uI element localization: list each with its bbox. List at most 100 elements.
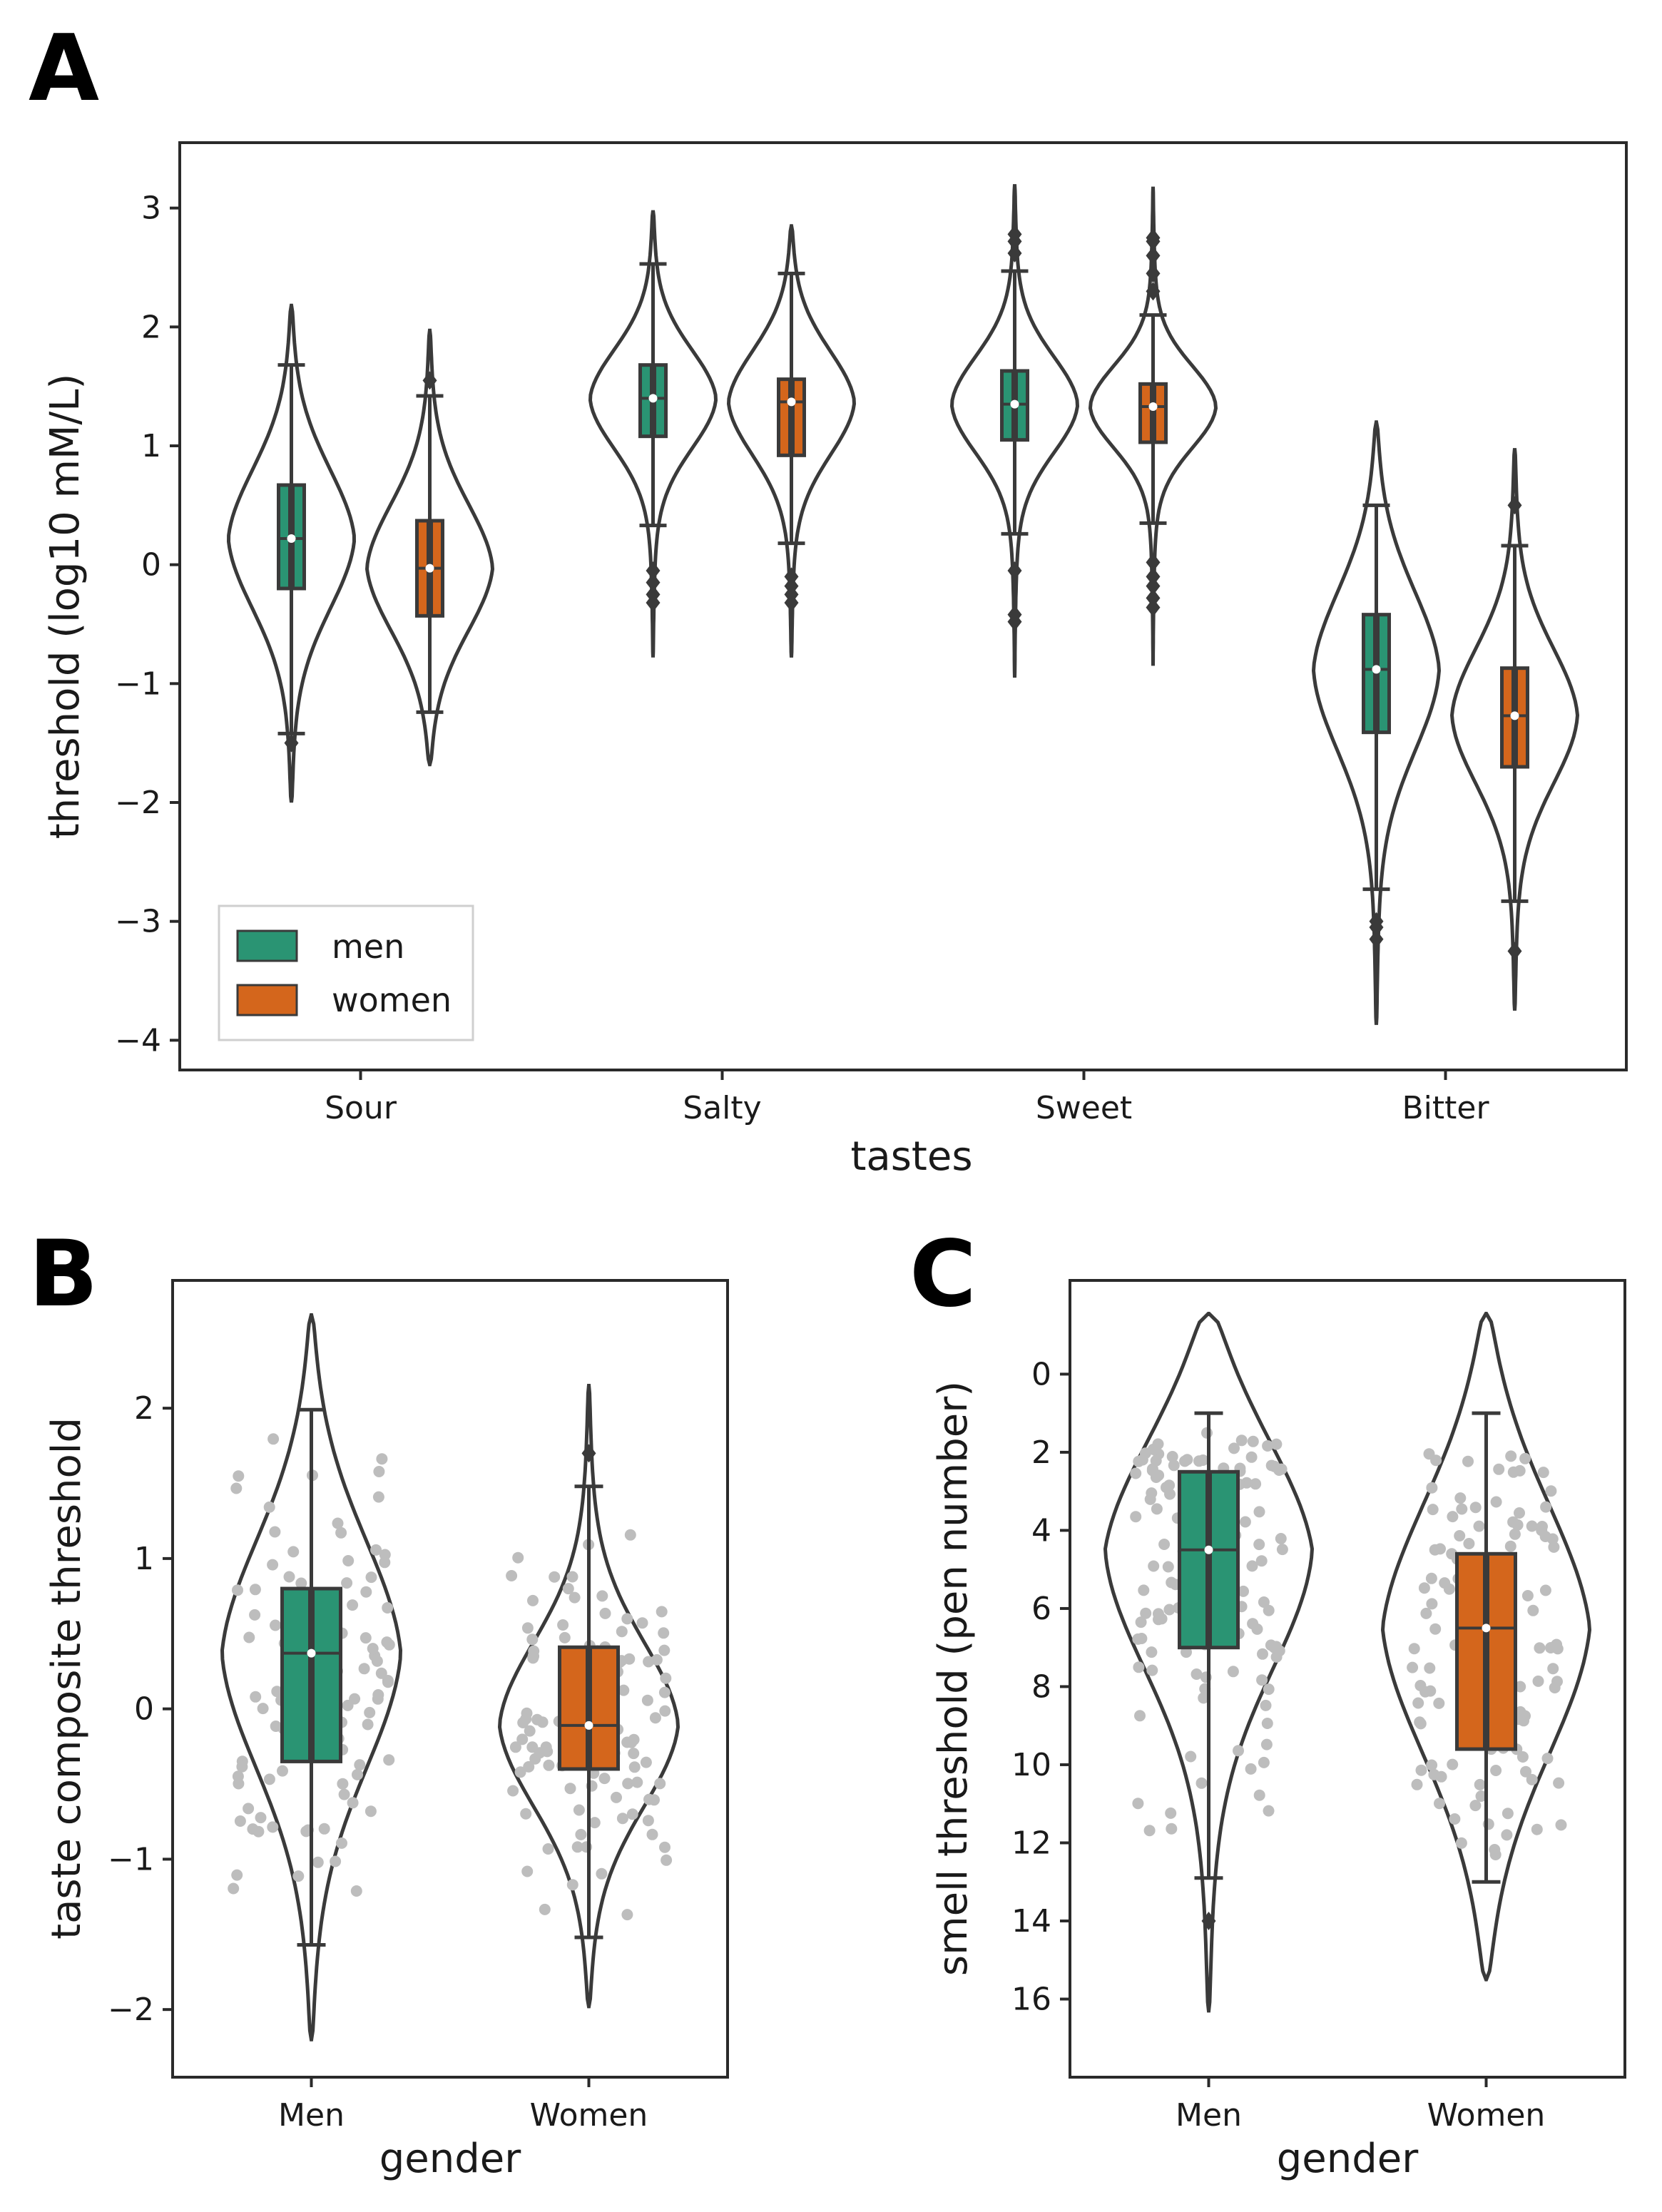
scatter-point bbox=[1148, 1560, 1160, 1572]
scatter-point bbox=[1505, 1450, 1517, 1462]
scatter-point bbox=[358, 1663, 370, 1675]
violin-outline bbox=[220, 1313, 403, 2042]
scatter-point bbox=[621, 1736, 633, 1748]
y-tick-label: −2 bbox=[115, 785, 161, 821]
scatter-point bbox=[1245, 1763, 1257, 1775]
scatter-point bbox=[1555, 1819, 1567, 1831]
axes-frame-b bbox=[171, 1279, 729, 2079]
x-tick-label: Men bbox=[278, 2097, 345, 2134]
scatter-point bbox=[1507, 1516, 1519, 1528]
scatter-point bbox=[512, 1551, 524, 1564]
scatter-point bbox=[1163, 1604, 1176, 1616]
scatter-point bbox=[263, 1773, 275, 1785]
scatter-point bbox=[1136, 1454, 1148, 1466]
scatter-point bbox=[646, 1828, 658, 1840]
scatter-point bbox=[1136, 1633, 1148, 1644]
median-dot bbox=[584, 1721, 593, 1730]
scatter-point bbox=[1140, 1607, 1152, 1619]
scatter-point bbox=[1541, 1753, 1554, 1765]
scatter-point bbox=[649, 1712, 661, 1724]
scatter-point bbox=[372, 1491, 384, 1503]
scatter-point bbox=[1469, 1502, 1482, 1514]
y-tick-label: 2 bbox=[1031, 1434, 1051, 1471]
scatter-point bbox=[621, 1613, 633, 1625]
scatter-point bbox=[372, 1689, 384, 1701]
outlier-marker bbox=[1146, 567, 1161, 586]
scatter-point bbox=[1179, 1455, 1191, 1467]
scatter-point bbox=[249, 1609, 261, 1621]
outlier-marker bbox=[1146, 246, 1161, 265]
x-axis-label-c: gender bbox=[1277, 2136, 1419, 2182]
outlier-marker bbox=[646, 593, 661, 612]
scatter-point bbox=[1153, 1469, 1165, 1482]
scatter-point bbox=[1540, 1501, 1552, 1513]
outlier-marker bbox=[646, 573, 661, 592]
scatter-point bbox=[1258, 1756, 1270, 1768]
scatter-point bbox=[1536, 1521, 1548, 1532]
scatter-point bbox=[1434, 1798, 1445, 1810]
scatter-point bbox=[1474, 1778, 1486, 1790]
scatter-point bbox=[1454, 1492, 1467, 1504]
legend-label-men: men bbox=[332, 927, 404, 966]
scatter-point bbox=[640, 1756, 652, 1768]
violin-outline bbox=[364, 328, 495, 767]
y-tick-label: 10 bbox=[1011, 1747, 1051, 1783]
scatter-point bbox=[1168, 1459, 1180, 1472]
scatter-point bbox=[230, 1482, 243, 1494]
scatter-point bbox=[1518, 1715, 1529, 1727]
x-axis-label-a: tastes bbox=[850, 1133, 972, 1180]
scatter-point bbox=[566, 1571, 578, 1583]
violin-outline bbox=[726, 224, 857, 658]
scatter-point bbox=[1161, 1482, 1172, 1494]
scatter-point bbox=[658, 1627, 670, 1639]
scatter-point bbox=[364, 1805, 377, 1818]
scatter-point bbox=[267, 1559, 279, 1571]
scatter-point bbox=[631, 1776, 643, 1788]
scatter-point bbox=[338, 1788, 350, 1800]
y-tick-label: 4 bbox=[1031, 1512, 1051, 1549]
scatter-point bbox=[1519, 1452, 1531, 1464]
scatter-point bbox=[231, 1869, 243, 1881]
x-tick-label: Bitter bbox=[1402, 1090, 1489, 1126]
scatter-point bbox=[232, 1584, 243, 1596]
scatter-point bbox=[543, 1759, 555, 1771]
scatter-point bbox=[283, 1571, 295, 1583]
outlier-marker bbox=[1146, 553, 1161, 572]
violin-outline bbox=[949, 184, 1080, 678]
scatter-point bbox=[1473, 1520, 1485, 1532]
scatter-point bbox=[628, 1761, 641, 1773]
scatter-point bbox=[1429, 1544, 1441, 1556]
scatter-point bbox=[1245, 1451, 1258, 1463]
scatter-point bbox=[1551, 1643, 1564, 1655]
scatter-point bbox=[656, 1606, 668, 1618]
scatter-point bbox=[1462, 1455, 1474, 1467]
scatter-point bbox=[1504, 1540, 1516, 1552]
scatter-point bbox=[598, 1773, 611, 1785]
scatter-point bbox=[588, 1817, 601, 1829]
scatter-point bbox=[1454, 1530, 1466, 1541]
scatter-point bbox=[562, 1583, 574, 1595]
scatter-point bbox=[360, 1586, 372, 1598]
scatter-point bbox=[1509, 1528, 1521, 1540]
y-tick-label: 2 bbox=[134, 1390, 154, 1427]
x-axis-label-b: gender bbox=[379, 2136, 521, 2182]
scatter-point bbox=[528, 1651, 539, 1662]
scatter-point bbox=[524, 1725, 536, 1737]
scatter-point bbox=[573, 1804, 585, 1816]
scatter-point bbox=[257, 1703, 269, 1715]
y-tick-label: −1 bbox=[115, 666, 161, 702]
x-tick-label: Sour bbox=[325, 1090, 397, 1126]
scatter-point bbox=[1433, 1697, 1445, 1709]
outlier-marker bbox=[1007, 561, 1022, 580]
y-axis-label-b: taste composite threshold bbox=[44, 1417, 90, 1940]
scatter-point bbox=[1263, 1683, 1275, 1696]
scatter-point bbox=[367, 1643, 379, 1655]
median-dot bbox=[1372, 665, 1381, 674]
outlier-marker bbox=[422, 371, 437, 390]
scatter-point bbox=[365, 1571, 377, 1584]
scatter-point bbox=[270, 1619, 281, 1631]
scatter-point bbox=[660, 1672, 672, 1684]
scatter-point bbox=[1255, 1555, 1268, 1567]
median-dot bbox=[1148, 402, 1158, 411]
scatter-point bbox=[352, 1768, 363, 1780]
